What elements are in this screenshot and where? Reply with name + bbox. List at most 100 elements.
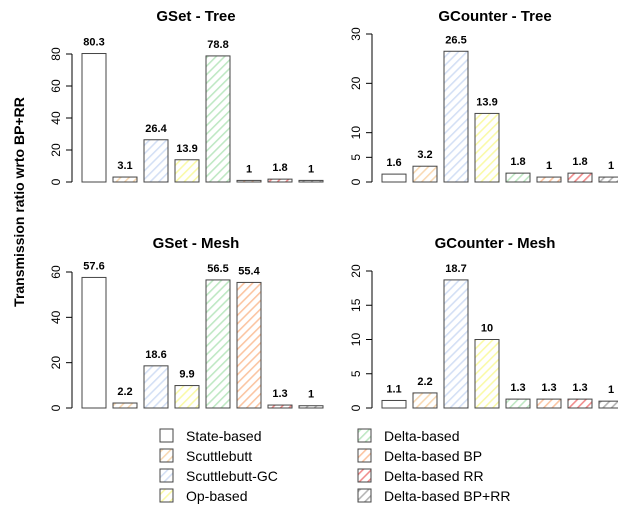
bar <box>81 276 107 409</box>
data-label: 56.5 <box>207 263 228 275</box>
panel-gcounter-tree: GCounter - Tree 0 5 10 20 30 1.6 3.2 26.5 13.9 1.… <box>349 8 618 185</box>
legend-swatch <box>357 488 372 503</box>
panel-gset-tree: GSet - Tree 0 20 40 60 80 80.3 3.1 26.4 13.9 78.8… <box>49 8 324 185</box>
legend-swatch <box>357 428 372 443</box>
bar <box>298 179 324 183</box>
legend-label: Delta-based BP+RR <box>384 488 510 504</box>
legend-label: Delta-based RR <box>384 468 484 484</box>
data-label: 9.9 <box>179 369 194 381</box>
bar <box>174 385 200 409</box>
data-label: 1 <box>308 163 314 175</box>
bar <box>81 53 107 183</box>
legend-swatch <box>159 468 174 483</box>
data-label: 1.3 <box>541 382 556 394</box>
bar <box>567 398 593 409</box>
legend-item-delta-based: Delta-based <box>357 428 460 444</box>
y-tick-label: 5 <box>349 154 363 161</box>
data-label: 1 <box>608 384 614 396</box>
bar <box>205 55 231 183</box>
y-tick-label: 20 <box>349 76 363 90</box>
legend-label: Scuttlebutt-GC <box>186 468 278 484</box>
data-label: 1 <box>246 163 252 175</box>
bar <box>505 398 531 409</box>
bar <box>474 339 500 409</box>
bar <box>412 165 438 183</box>
bar <box>174 159 200 183</box>
y-tick-label: 60 <box>49 265 63 279</box>
legend-label: Delta-based <box>384 428 460 444</box>
legend-swatch <box>357 448 372 463</box>
panel-gcounter-mesh: GCounter - Mesh 0 5 10 15 20 1.1 2.2 18.7 10 1.3 1… <box>349 235 618 411</box>
y-tick-label: 20 <box>49 356 63 370</box>
data-label: 1.3 <box>572 382 587 394</box>
data-label: 1.6 <box>386 157 401 169</box>
data-label: 26.4 <box>145 123 167 135</box>
bar <box>236 281 262 409</box>
data-label: 2.2 <box>117 386 132 398</box>
bar <box>143 139 169 183</box>
bar <box>536 176 562 183</box>
bar <box>598 176 618 183</box>
y-tick-label: 10 <box>349 333 363 347</box>
data-label: 1 <box>546 160 552 172</box>
data-label: 1.3 <box>272 388 287 400</box>
bar <box>112 176 138 183</box>
data-label: 57.6 <box>83 260 104 272</box>
legend-item-delta-based-bp: Delta-based BP <box>357 448 482 464</box>
panel-title: GCounter - Mesh <box>435 235 556 252</box>
bar <box>298 405 324 409</box>
bar <box>267 404 293 409</box>
panel-title: GCounter - Tree <box>438 8 551 25</box>
data-label: 1.8 <box>572 156 587 168</box>
legend-swatch <box>159 488 174 503</box>
data-label: 1 <box>308 389 314 401</box>
data-label: 1 <box>608 160 614 172</box>
bar <box>205 279 231 409</box>
data-label: 18.7 <box>445 263 466 275</box>
y-tick-label: 20 <box>49 143 63 157</box>
bar <box>536 398 562 409</box>
bar <box>381 399 407 409</box>
y-tick-label: 10 <box>349 126 363 140</box>
data-label: 78.8 <box>207 39 228 51</box>
y-tick-label: 15 <box>349 298 363 312</box>
legend-item-scuttlebutt-gc: Scuttlebutt-GC <box>159 468 278 484</box>
data-label: 1.8 <box>272 162 287 174</box>
legend-swatch <box>159 428 174 443</box>
data-label: 55.4 <box>238 265 260 277</box>
bar <box>443 279 469 409</box>
y-tick-label: 60 <box>49 79 63 93</box>
data-label: 3.1 <box>117 160 132 172</box>
panel-title: GSet - Mesh <box>153 235 240 252</box>
y-tick-label: 0 <box>49 404 63 411</box>
data-label: 26.5 <box>445 34 466 46</box>
data-label: 10 <box>481 323 493 335</box>
data-label: 3.2 <box>417 149 432 161</box>
legend-label: State-based <box>186 428 262 444</box>
legend: State-based Scuttlebutt Scuttlebutt-GC O… <box>159 428 510 504</box>
legend-item-state-based: State-based <box>159 428 262 444</box>
y-tick-label: 40 <box>49 310 63 324</box>
data-label: 80.3 <box>83 37 104 49</box>
bar <box>143 365 169 409</box>
panel-title: GSet - Tree <box>156 8 235 25</box>
data-label: 2.2 <box>417 376 432 388</box>
bar <box>381 173 407 183</box>
bar <box>598 400 618 409</box>
data-label: 18.6 <box>145 349 166 361</box>
data-label: 1.8 <box>510 156 525 168</box>
bar <box>112 402 138 409</box>
y-tick-label: 5 <box>349 370 363 377</box>
data-label: 13.9 <box>476 96 497 108</box>
legend-swatch <box>159 448 174 463</box>
legend-item-delta-based-bp-rr: Delta-based BP+RR <box>357 488 510 504</box>
panel-gset-mesh: GSet - Mesh 0 20 40 60 57.6 2.2 18.6 9.9 56.5 55.… <box>49 235 324 411</box>
data-label: 13.9 <box>176 143 197 155</box>
y-tick-label: 0 <box>349 404 363 411</box>
y-tick-label: 30 <box>349 27 363 41</box>
y-tick-label: 0 <box>349 178 363 185</box>
bar <box>443 50 469 183</box>
legend-swatch <box>357 468 372 483</box>
legend-label: Scuttlebutt <box>186 448 252 464</box>
